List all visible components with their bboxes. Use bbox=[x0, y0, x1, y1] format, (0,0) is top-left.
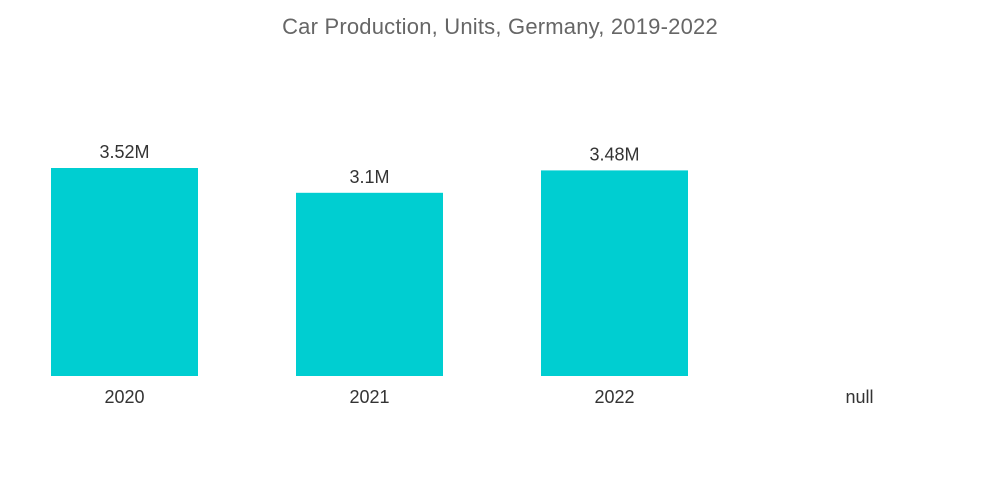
x-tick-label-2020: 2020 bbox=[104, 387, 144, 407]
chart-title: Car Production, Units, Germany, 2019-202… bbox=[282, 14, 718, 39]
x-tick-label-2022: 2022 bbox=[594, 387, 634, 407]
bar-2020 bbox=[51, 168, 198, 376]
data-label-2020: 3.52M bbox=[99, 142, 149, 162]
x-tick-label-2021: 2021 bbox=[349, 387, 389, 407]
bar-2022 bbox=[541, 170, 688, 376]
bar-2021 bbox=[296, 192, 443, 376]
data-label-2022: 3.48M bbox=[589, 144, 639, 164]
data-label-2021: 3.1M bbox=[349, 167, 389, 187]
x-tick-label-null: null bbox=[845, 387, 873, 407]
